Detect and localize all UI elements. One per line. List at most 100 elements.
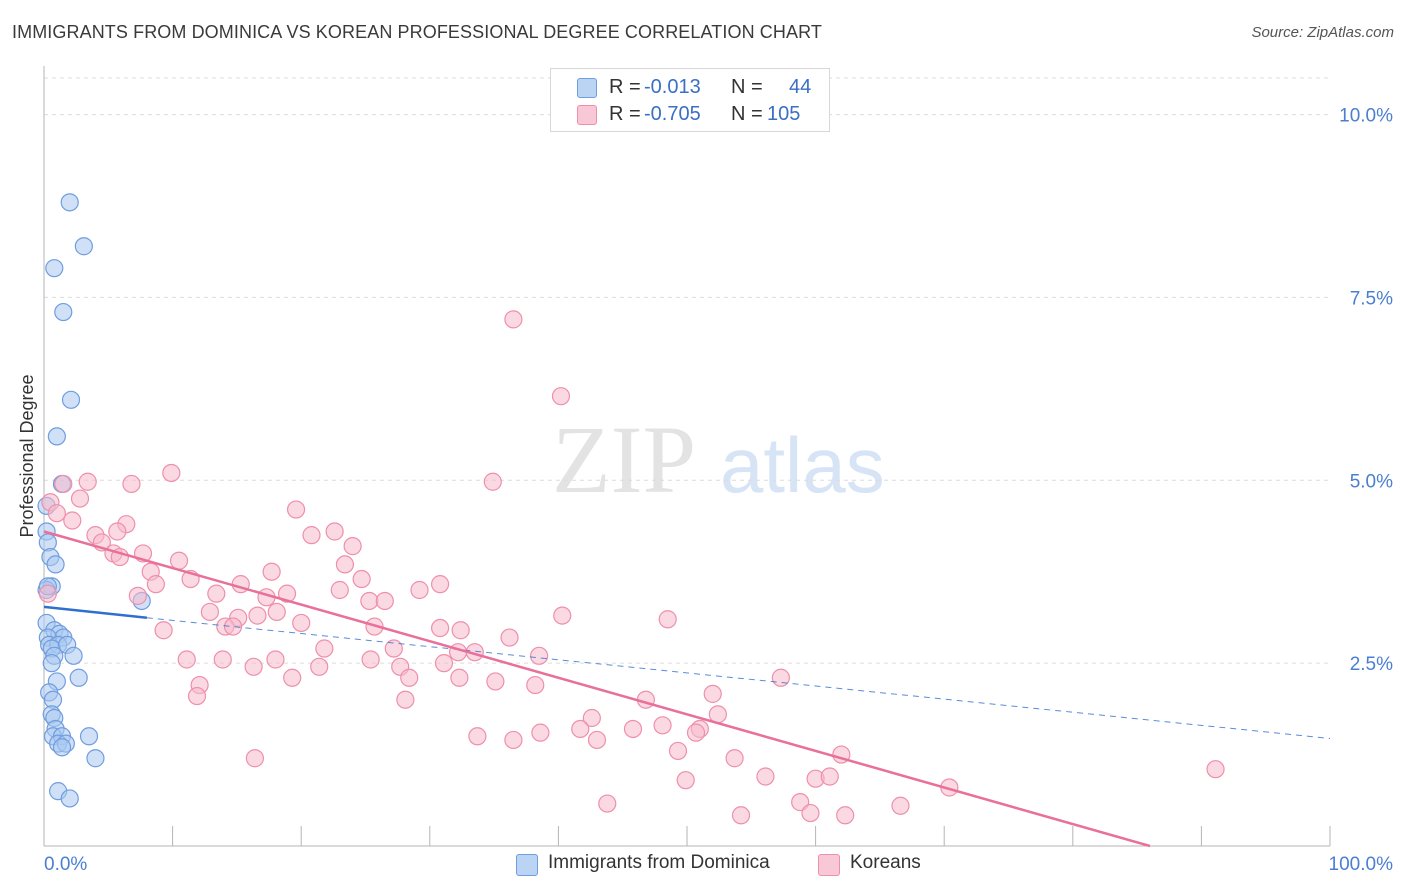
korean-point (676, 771, 695, 790)
dominica-point (60, 789, 79, 808)
korean-point (756, 767, 775, 786)
korean-point (169, 551, 189, 570)
legend-r-label: R = (609, 103, 641, 125)
korean-point (598, 794, 617, 813)
korean-point (582, 708, 601, 728)
korean-trend-line (43, 530, 1151, 848)
korean-point (277, 584, 297, 603)
dominica-point (45, 259, 64, 278)
korean-point (38, 584, 57, 603)
korean-point (108, 522, 127, 541)
korean-point (486, 672, 505, 691)
korean-point (703, 684, 722, 703)
korean-point (450, 668, 469, 687)
korean-point (177, 650, 196, 669)
korean-point (653, 716, 672, 735)
dominica-point (69, 668, 88, 687)
korean-point (531, 723, 550, 742)
korean-point (335, 555, 355, 574)
legend-row-dominica: R = -0.013 N = 44 (551, 73, 829, 101)
korean-point (836, 806, 855, 825)
x-tick-label-min: 0.0% (44, 854, 87, 875)
korean-point (248, 606, 267, 625)
y-tick-label: 7.5% (1350, 288, 1393, 309)
dominica-point (54, 302, 73, 322)
korean-point (162, 463, 181, 483)
korean-point (47, 504, 66, 523)
korean-point (70, 489, 90, 508)
legend-row-koreans: R = -0.705 N = 105 (551, 100, 829, 128)
bottom-legend-swatch-blue (516, 854, 538, 876)
korean-point (658, 610, 677, 629)
bottom-legend-swatch-pink (818, 854, 840, 876)
korean-point (468, 727, 487, 746)
korean-point (223, 617, 243, 636)
korean-point (315, 639, 334, 658)
legend-n-value: 44 (789, 76, 812, 98)
bottom-legend-label: Koreans (850, 852, 921, 873)
korean-point (1206, 760, 1225, 779)
korean-point (262, 562, 281, 581)
dominica-point (64, 646, 83, 665)
korean-point (410, 580, 429, 600)
legend-r-value: -0.013 (644, 76, 701, 98)
korean-point (396, 690, 415, 709)
korean-point (302, 526, 321, 545)
stats-legend: R = -0.013 N = 44 R = -0.705 N = 105 (550, 68, 830, 132)
korean-point (451, 621, 470, 640)
y-tick-label: 2.5% (1350, 654, 1393, 675)
korean-point (771, 668, 790, 687)
korean-point (623, 719, 643, 739)
legend-r-value: -0.705 (644, 103, 701, 125)
korean-point (361, 650, 380, 669)
korean-point (207, 584, 226, 603)
korean-point (504, 310, 523, 329)
korean-point (504, 730, 523, 750)
y-axis-label: Professional Degree (17, 374, 37, 537)
korean-point (891, 796, 910, 815)
korean-point (483, 472, 502, 491)
korean-point (820, 767, 839, 786)
korean-point (430, 575, 450, 594)
legend-swatch-pink (577, 105, 597, 125)
korean-point (500, 628, 519, 647)
bottom-legend-label: Immigrants from Dominica (548, 852, 770, 873)
legend-n-label: N = (731, 76, 763, 98)
korean-point (725, 749, 744, 768)
dominica-point (86, 749, 105, 768)
korean-point (286, 500, 306, 519)
korean-point (551, 387, 571, 406)
korean-point (244, 657, 263, 676)
dominica-point (79, 727, 99, 746)
korean-point (266, 650, 285, 669)
dominica-point (60, 193, 79, 212)
dominica-trend-line (43, 605, 148, 620)
korean-point (530, 646, 549, 665)
dominica-point (47, 427, 66, 446)
y-tick-label: 10.0% (1339, 106, 1393, 127)
korean-point (154, 621, 173, 640)
korean-point (343, 537, 362, 556)
dominica-point (42, 654, 61, 673)
korean-point (384, 639, 403, 658)
y-tick-label: 5.0% (1350, 471, 1393, 492)
korean-point (553, 606, 572, 625)
korean-point (267, 602, 286, 622)
korean-point (375, 591, 394, 611)
korean-point (146, 575, 165, 594)
watermark-atlas: atlas (720, 421, 885, 509)
source-label: Source: ZipAtlas.com (1251, 24, 1394, 41)
korean-point (245, 749, 265, 768)
chart-title: IMMIGRANTS FROM DOMINICA VS KOREAN PROFE… (12, 22, 822, 42)
korean-point (434, 654, 454, 673)
korean-point (571, 719, 590, 739)
korean-point (200, 602, 219, 622)
dominica-trend-extension (146, 617, 1331, 739)
dominica-point (61, 390, 81, 409)
korean-point (122, 474, 141, 494)
korean-point (283, 668, 302, 687)
dominica-point (52, 738, 72, 757)
korean-point (801, 803, 820, 823)
legend-r-label: R = (609, 76, 641, 98)
